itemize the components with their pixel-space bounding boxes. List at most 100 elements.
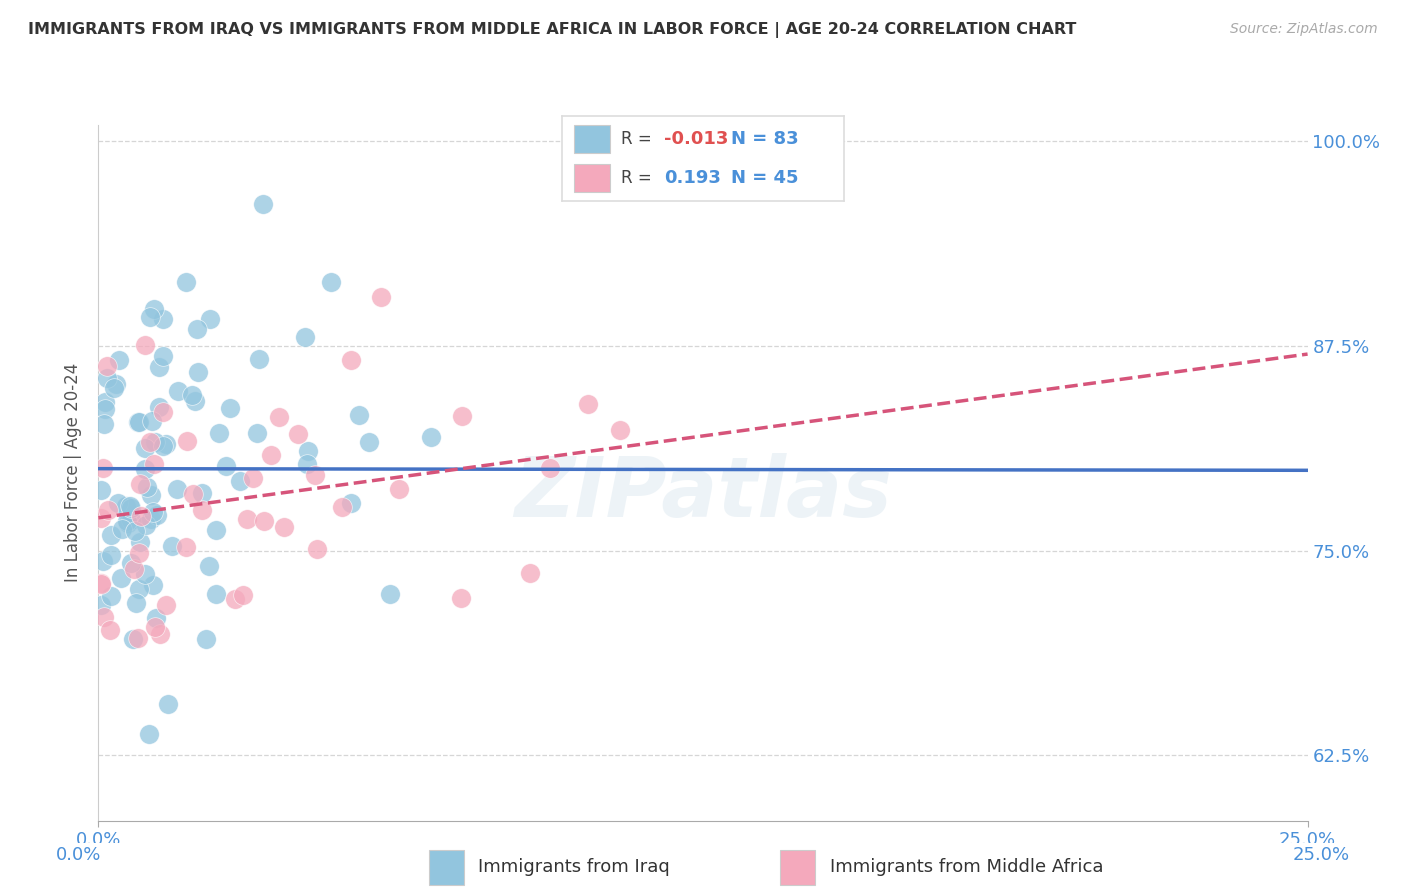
Point [143,457,166,471]
Point [252,196,274,211]
Point [538,461,561,475]
Point [100,589,122,603]
Point [142,578,165,592]
Text: Immigrants from Iraq: Immigrants from Iraq [478,858,669,877]
Point [139,512,162,526]
Point [181,487,204,501]
Point [128,546,150,560]
Point [166,482,188,496]
Point [148,401,170,415]
Point [224,592,246,607]
Point [134,566,156,581]
Point [576,397,599,411]
Point [198,558,221,573]
Point [162,539,184,553]
Text: -0.013: -0.013 [664,130,728,148]
Point [180,388,202,402]
Text: 0.193: 0.193 [664,169,720,186]
Point [219,401,242,416]
Point [129,534,152,549]
Point [104,376,127,391]
Point [232,588,254,602]
Point [96,359,118,374]
Point [174,275,197,289]
Point [419,430,441,444]
Point [90,483,112,497]
Point [97,502,120,516]
Point [155,437,177,451]
Text: N = 83: N = 83 [731,130,799,148]
Point [215,459,238,474]
Point [93,417,115,431]
Text: Source: ZipAtlas.com: Source: ZipAtlas.com [1230,22,1378,37]
Point [155,598,177,612]
Point [451,409,474,423]
Point [247,351,270,366]
Point [359,434,381,449]
Point [139,488,162,502]
Point [174,540,197,554]
Point [297,443,319,458]
Point [91,554,114,568]
Point [111,522,134,536]
Point [128,415,150,429]
Point [146,508,169,522]
Point [135,480,157,494]
Point [176,434,198,449]
Point [260,448,283,462]
Point [108,352,131,367]
Point [152,439,174,453]
Point [380,587,402,601]
Point [93,610,115,624]
Point [152,405,174,419]
Point [143,301,166,316]
Point [152,311,174,326]
Point [98,623,121,637]
Point [134,337,156,351]
Point [127,631,149,645]
Point [135,517,157,532]
Text: N = 45: N = 45 [731,169,799,186]
Point [339,353,361,368]
Point [253,514,276,528]
Point [186,321,208,335]
Point [103,381,125,395]
Point [450,591,472,605]
Point [90,598,112,612]
Point [131,508,153,523]
Point [125,596,148,610]
Point [205,523,228,537]
Text: IMMIGRANTS FROM IRAQ VS IMMIGRANTS FROM MIDDLE AFRICA IN LABOR FORCE | AGE 20-24: IMMIGRANTS FROM IRAQ VS IMMIGRANTS FROM … [28,22,1077,38]
Point [304,468,326,483]
Point [246,425,269,440]
Point [190,503,212,517]
Point [141,414,163,428]
Point [120,556,142,570]
Point [107,496,129,510]
Point [114,499,136,513]
Point [191,485,214,500]
Point [305,542,328,557]
Point [370,290,392,304]
Text: 0.0%: 0.0% [56,847,101,864]
Point [115,514,138,528]
Point [236,512,259,526]
Point [128,582,150,596]
Point [91,461,114,475]
Text: R =: R = [621,130,658,148]
FancyBboxPatch shape [429,850,464,885]
Point [330,500,353,514]
Point [128,476,150,491]
Point [143,620,166,634]
Point [138,727,160,741]
Point [187,365,209,379]
Point [269,410,291,425]
Point [273,520,295,534]
Point [90,576,112,591]
FancyBboxPatch shape [574,125,610,153]
Point [609,423,631,437]
FancyBboxPatch shape [574,164,610,192]
Point [145,610,167,624]
Point [297,458,319,472]
Point [242,471,264,485]
